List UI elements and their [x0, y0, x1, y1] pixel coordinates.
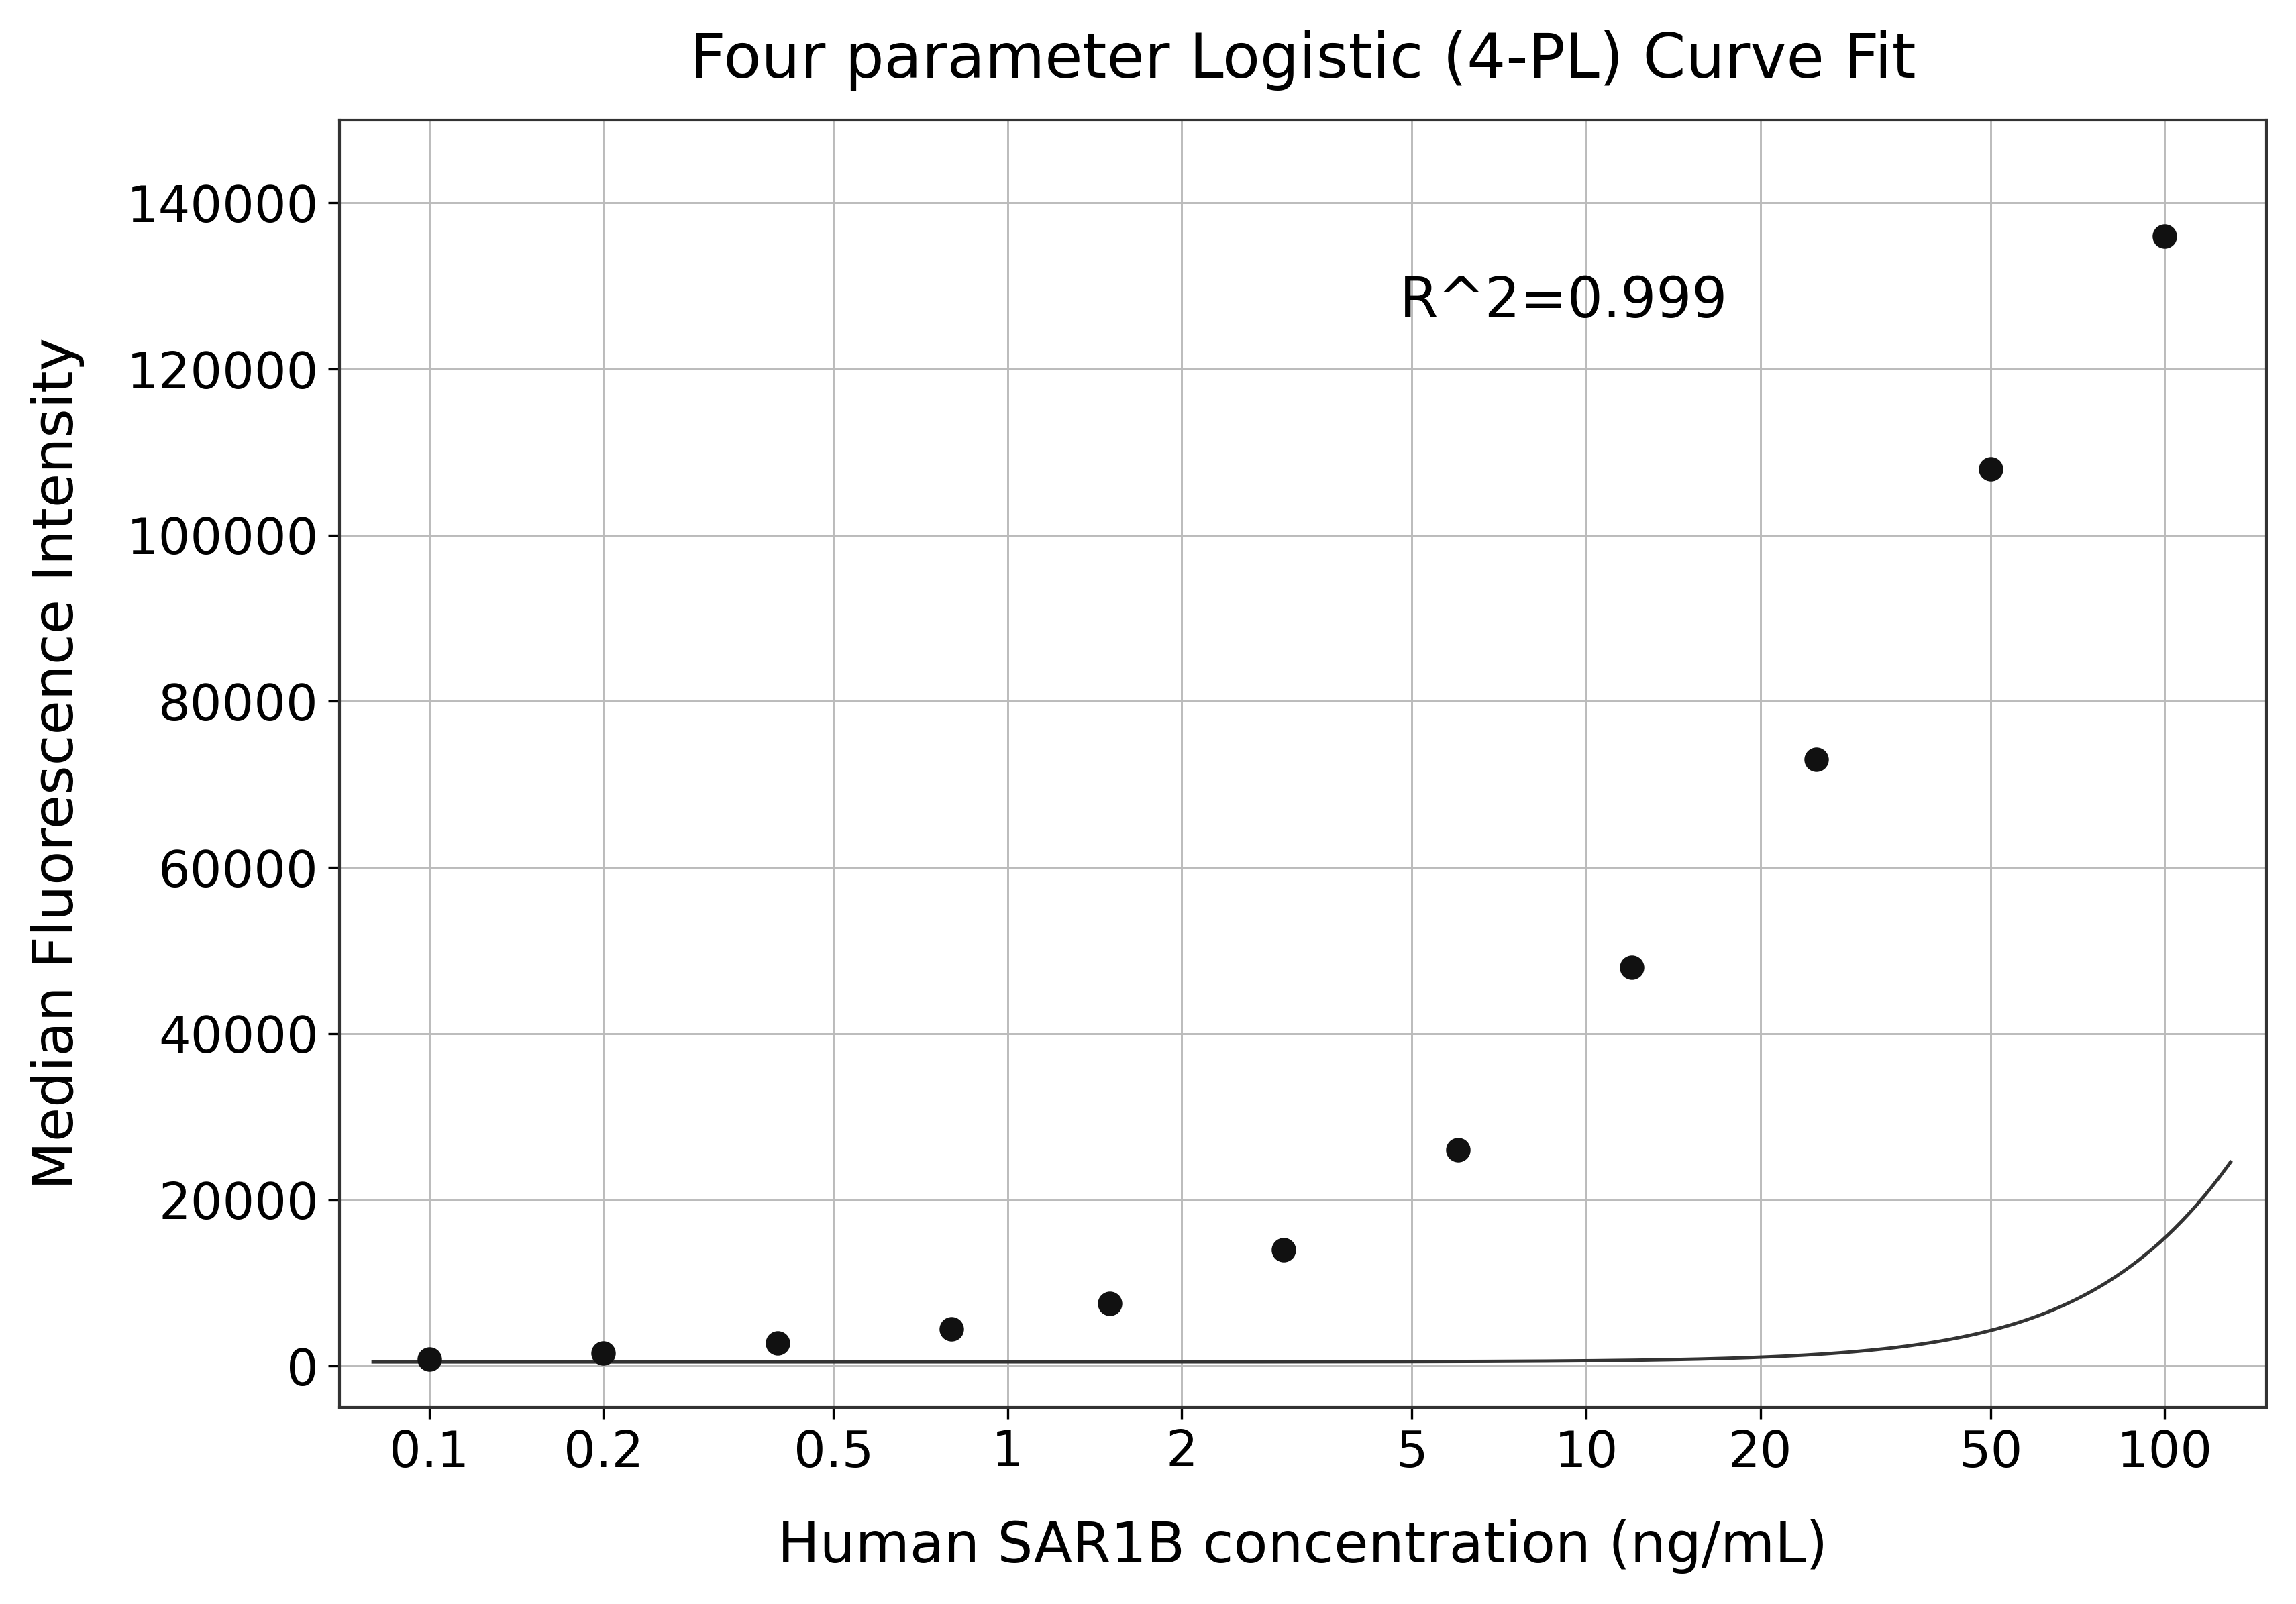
Point — [760, 1330, 797, 1355]
Point — [1265, 1237, 1302, 1262]
Point — [1091, 1291, 1127, 1317]
Point — [1798, 747, 1835, 773]
X-axis label: Human SAR1B concentration (ng/mL): Human SAR1B concentration (ng/mL) — [778, 1519, 1828, 1574]
Point — [1972, 456, 2009, 481]
Point — [1440, 1137, 1476, 1163]
Point — [932, 1315, 969, 1341]
Title: Four parameter Logistic (4-PL) Curve Fit: Four parameter Logistic (4-PL) Curve Fit — [691, 30, 1915, 90]
Point — [1614, 954, 1651, 980]
Point — [2147, 223, 2183, 249]
Text: R^2=0.999: R^2=0.999 — [1398, 274, 1727, 329]
Point — [411, 1347, 448, 1373]
Point — [585, 1339, 622, 1365]
Y-axis label: Median Fluorescence Intensity: Median Fluorescence Intensity — [30, 338, 85, 1190]
